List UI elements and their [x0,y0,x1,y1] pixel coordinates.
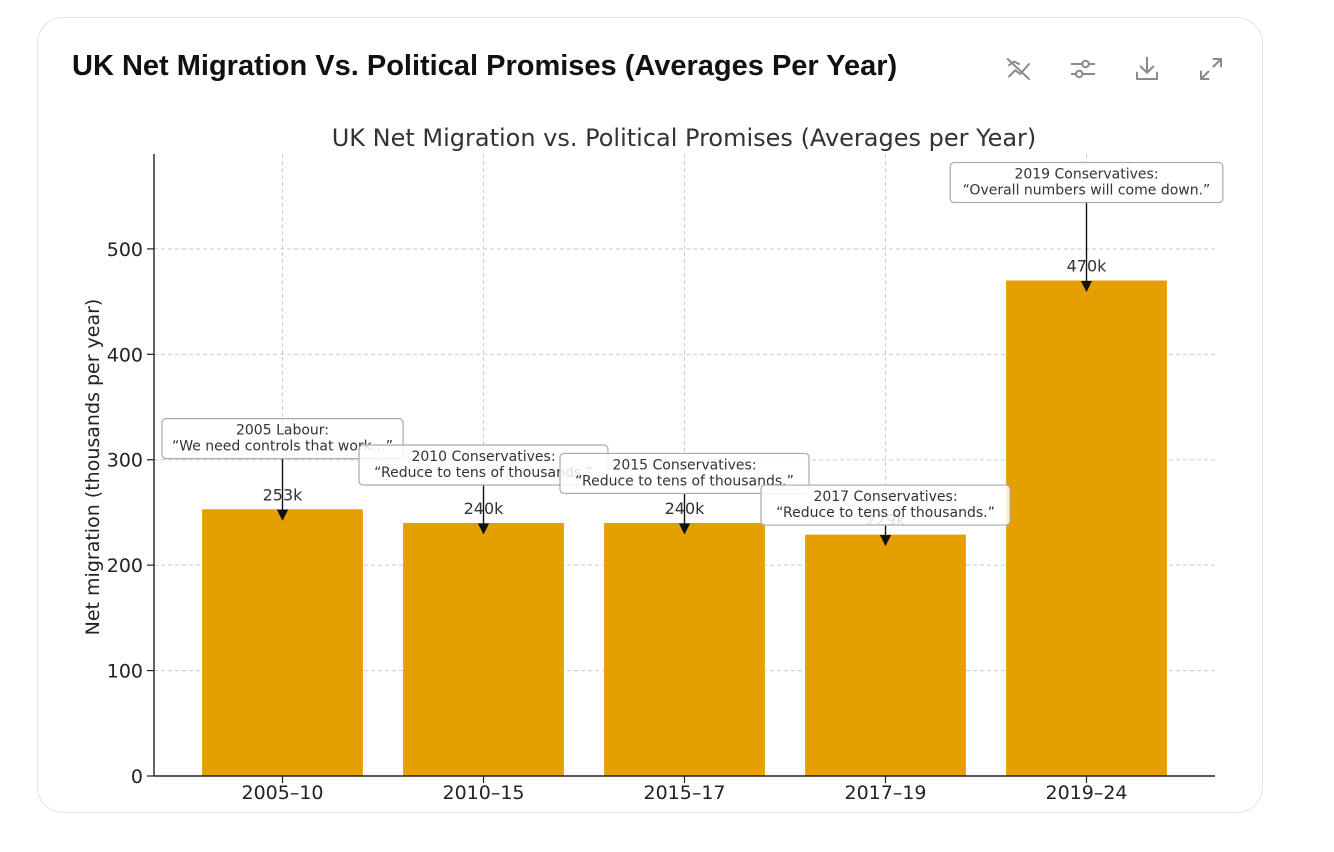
bar-2017–19 [805,534,966,776]
annotation-box [949,161,1224,204]
annotation-text: 2010 Conservatives: [411,449,555,465]
bar-2010–15 [403,522,564,776]
y-axis-label: Net migration (thousands per year) [82,299,104,636]
chart-toolbar [998,48,1232,90]
y-tick-label: 0 [131,766,143,788]
annotation-callout: 2019 Conservatives:“Overall numbers will… [949,161,1224,293]
annotation-callout: 2010 Conservatives:“Reduce to tens of th… [358,444,609,535]
annotation-text: “Reduce to tens of thousands.” [374,465,593,481]
download-icon [1136,56,1158,80]
annotation-text: 2015 Conservatives: [612,457,756,473]
sliders-icon [1070,59,1096,79]
annotation-callout: 2015 Conservatives:“Reduce to tens of th… [559,452,810,535]
annotation-callout: 2017 Conservatives:“Reduce to tens of th… [760,484,1011,547]
customize-button[interactable] [1062,48,1104,90]
bar-2019–24 [1006,280,1167,776]
card-title: UK Net Migration Vs. Political Promises … [72,50,898,82]
annotation-text: “Overall numbers will come down.” [963,182,1211,198]
interactive-off-icon [1006,58,1030,80]
toggle-interactive-button[interactable] [998,48,1040,90]
annotation-text: “Reduce to tens of thousands.” [776,505,995,521]
y-tick-label: 300 [107,450,143,472]
y-tick-label: 400 [107,344,143,366]
x-tick-label: 2010–15 [442,782,524,804]
annotation-text: 2005 Labour: [236,423,329,439]
chart-title: UK Net Migration vs. Political Promises … [332,124,1037,152]
download-button[interactable] [1126,48,1168,90]
x-tick-label: 2019–24 [1045,782,1127,804]
x-tick-label: 2015–17 [643,782,725,804]
bar-2015–17 [604,522,765,776]
annotation-text: “Reduce to tens of thousands.” [575,473,794,489]
annotation-box [760,484,1011,526]
annotation-text: 2019 Conservatives: [1014,166,1158,182]
y-tick-label: 500 [107,239,143,261]
expand-icon [1200,58,1222,80]
x-tick-label: 2005–10 [241,782,323,804]
bar-2005–10 [202,509,363,776]
y-tick-label: 100 [107,661,143,683]
annotation-box [559,452,810,495]
expand-button[interactable] [1190,48,1232,90]
annotation-callout: 2005 Labour:“We need controls that work…… [161,418,404,521]
x-tick-label: 2017–19 [844,782,926,804]
annotation-text: “We need controls that work…” [172,439,393,455]
annotation-box [161,418,404,460]
annotation-text: 2017 Conservatives: [813,489,957,505]
y-tick-label: 200 [107,555,143,577]
